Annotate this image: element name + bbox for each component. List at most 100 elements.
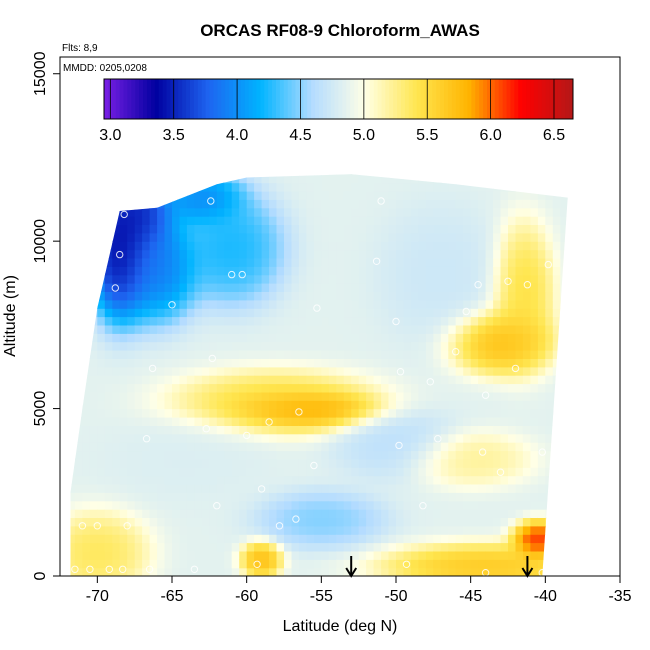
field-cell xyxy=(194,542,203,552)
field-cell xyxy=(172,316,181,326)
field-cell xyxy=(179,408,188,418)
field-cell xyxy=(403,174,412,184)
field-cell xyxy=(358,417,367,426)
field-cell xyxy=(552,182,561,192)
field-cell xyxy=(149,391,158,401)
field-cell xyxy=(231,559,240,569)
field-cell xyxy=(70,492,76,502)
colorbar-segment xyxy=(487,79,492,119)
field-cell xyxy=(74,182,83,192)
sample-marker xyxy=(190,565,199,573)
field-cell xyxy=(164,207,173,217)
field-cell xyxy=(537,333,546,343)
field-cell xyxy=(269,475,278,485)
field-cell xyxy=(164,333,173,343)
field-cell xyxy=(522,291,531,301)
field-cell xyxy=(276,316,285,326)
field-cell xyxy=(164,467,173,477)
field-cell xyxy=(104,266,113,276)
field-cell xyxy=(82,366,91,376)
field-cell xyxy=(127,425,136,435)
field-cell xyxy=(500,333,509,343)
field-cell xyxy=(194,458,203,468)
field-cell xyxy=(291,433,300,443)
field-cell xyxy=(373,291,382,301)
colorbar-segment xyxy=(377,79,382,119)
field-cell xyxy=(119,366,128,376)
field-cell xyxy=(328,483,337,493)
field-cell xyxy=(74,433,83,443)
field-cell xyxy=(537,257,546,267)
field-cell xyxy=(418,232,427,242)
field-cell xyxy=(74,509,83,518)
field-cell xyxy=(172,475,181,485)
field-cell xyxy=(455,341,464,351)
field-cell xyxy=(522,517,531,527)
field-cell xyxy=(530,475,539,485)
field-cell xyxy=(537,550,546,560)
field-cell xyxy=(127,358,136,368)
field-cell xyxy=(134,483,143,493)
field-cell xyxy=(186,475,195,485)
field-cell xyxy=(104,417,113,426)
field-cell xyxy=(97,559,106,569)
field-cell xyxy=(410,550,419,560)
field-cell xyxy=(560,350,568,359)
field-cell xyxy=(194,433,203,443)
field-cell xyxy=(209,391,218,401)
field-cell xyxy=(89,450,98,460)
colorbar-segment xyxy=(127,79,132,119)
field-cell xyxy=(522,199,531,209)
field-cell xyxy=(373,216,382,225)
field-cell xyxy=(425,458,434,468)
field-cell xyxy=(396,425,405,435)
field-cell xyxy=(470,467,479,477)
field-cell xyxy=(224,224,233,234)
field-cell xyxy=(351,232,360,242)
field-cell xyxy=(522,350,531,359)
field-cell xyxy=(179,534,188,544)
sample-marker xyxy=(496,468,505,476)
field-cell xyxy=(508,316,517,326)
field-cell xyxy=(284,249,293,259)
field-cell xyxy=(321,358,330,368)
field-cell xyxy=(358,525,367,535)
field-cell xyxy=(164,492,173,502)
field-cell xyxy=(89,542,98,552)
colorbar-segment xyxy=(490,79,496,119)
sample-marker xyxy=(71,565,79,573)
field-cell xyxy=(231,383,240,393)
field-cell xyxy=(89,232,98,242)
field-cell xyxy=(179,433,188,443)
field-cell xyxy=(396,232,405,242)
field-cell xyxy=(396,550,405,560)
field-cell xyxy=(142,241,151,251)
field-cell xyxy=(552,341,561,351)
colorbar-segment xyxy=(365,79,371,119)
field-cell xyxy=(164,483,173,493)
field-cell xyxy=(276,375,285,385)
field-cell xyxy=(179,174,188,184)
field-cell xyxy=(343,500,352,510)
field-cell xyxy=(478,517,487,527)
field-cell xyxy=(515,567,524,576)
field-cell xyxy=(478,190,487,200)
field-cell xyxy=(403,224,412,234)
field-cell xyxy=(552,224,561,234)
field-cell xyxy=(239,500,248,510)
field-cell xyxy=(254,450,263,460)
field-cell xyxy=(358,375,367,385)
field-cell xyxy=(515,291,524,301)
field-cell xyxy=(269,542,278,552)
field-cell xyxy=(358,567,367,576)
field-cell xyxy=(425,525,434,535)
field-cell xyxy=(366,492,375,502)
field-cell xyxy=(231,375,240,385)
colorbar-segment xyxy=(150,79,156,119)
field-cell xyxy=(381,509,390,518)
field-cell xyxy=(463,509,472,518)
field-cell xyxy=(74,467,83,477)
field-cell xyxy=(448,391,457,401)
field-cell xyxy=(448,475,457,485)
field-cell xyxy=(112,567,121,576)
